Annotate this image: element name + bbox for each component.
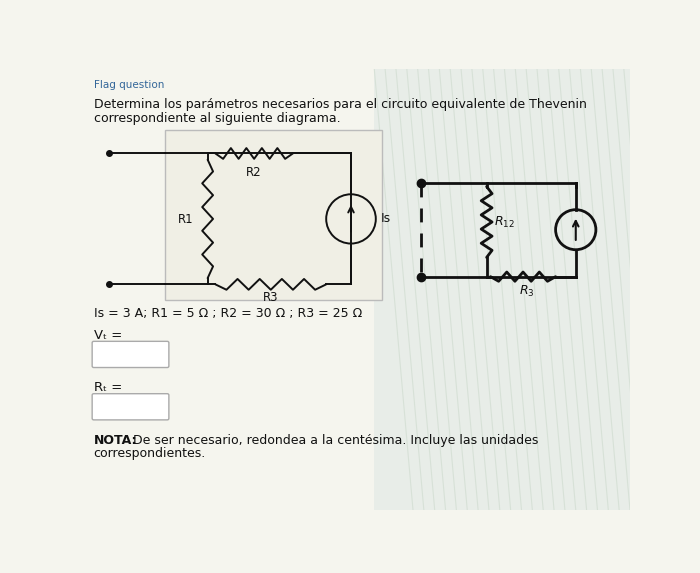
- Text: Is = 3 A; R1 = 5 Ω ; R2 = 30 Ω ; R3 = 25 Ω: Is = 3 A; R1 = 5 Ω ; R2 = 30 Ω ; R3 = 25…: [94, 308, 362, 320]
- Text: R1: R1: [178, 213, 194, 226]
- FancyBboxPatch shape: [165, 131, 382, 300]
- Text: Determina los parámetros necesarios para el circuito equivalente de Thevenin: Determina los parámetros necesarios para…: [94, 98, 587, 111]
- Text: Is: Is: [381, 213, 391, 225]
- Text: De ser necesario, redondea a la centésima. Incluye las unidades: De ser necesario, redondea a la centésim…: [130, 434, 539, 447]
- Text: Rₜ =: Rₜ =: [94, 382, 122, 394]
- FancyBboxPatch shape: [92, 342, 169, 367]
- Text: NOTA:: NOTA:: [94, 434, 137, 447]
- Text: $R_3$: $R_3$: [519, 284, 535, 300]
- Text: correspondiente al siguiente diagrama.: correspondiente al siguiente diagrama.: [94, 112, 340, 125]
- Bar: [374, 69, 630, 510]
- Text: R2: R2: [246, 166, 262, 179]
- Text: Vₜ =: Vₜ =: [94, 329, 122, 342]
- FancyBboxPatch shape: [92, 394, 169, 420]
- Text: $R_{12}$: $R_{12}$: [494, 214, 515, 230]
- Text: correspondientes.: correspondientes.: [94, 447, 206, 460]
- Text: R3: R3: [263, 291, 279, 304]
- Text: Flag question: Flag question: [94, 80, 164, 89]
